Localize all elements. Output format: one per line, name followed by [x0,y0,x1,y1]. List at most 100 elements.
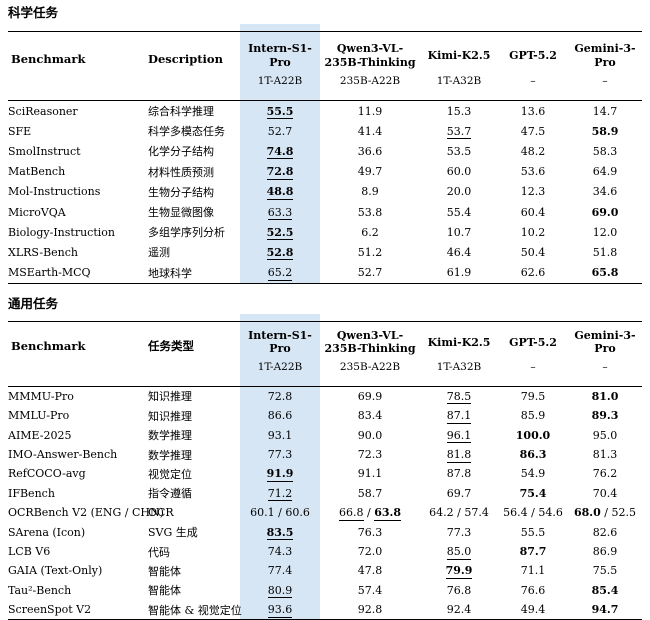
benchmark-name-cell: GAIA (Text-Only) [8,561,143,580]
table-row: OCRBench V2 (ENG / CHN) OCR 60.1 / 60.6 66.… [8,503,642,522]
score-cell: 60.4 [498,202,568,222]
score-value: 85.4 [591,583,619,597]
score-value: 91.1 [357,467,383,481]
score-value: 55.5 [520,525,546,539]
score-cell: 41.4 [320,121,420,141]
score-cell: 100.0 [498,425,568,444]
task-type-cell: 材料性质预测 [143,162,240,182]
table-row: SArena (Icon) SVG 生成 83.5 76.3 77.3 55.5 82.6 [8,522,642,541]
score-value: MSEarth-MCQ [8,266,91,280]
score-cell: 74.8 [240,141,320,161]
score-cell: 72.8 [240,162,320,182]
column-header-cell: Qwen3-VL-235B-Thinking 235B-A22B [320,321,420,386]
table-row: AIME-2025 数学推理 93.1 90.0 96.1 100.0 95.0 [8,425,642,444]
header-row: Benchmark 任务类型 Intern-S1-Pro 1T-A22B Qwen3… [8,321,642,386]
score-cell: 78.5 [420,386,498,406]
score-cell: 95.0 [568,425,642,444]
score-cell: 58.7 [320,484,420,503]
score-value: 69.7 [446,486,472,500]
benchmark-name-cell: SArena (Icon) [8,522,143,541]
score-value: 71.1 [520,564,546,578]
task-type-cell: 指令遵循 [143,484,240,503]
score-cell: 51.8 [568,242,642,262]
benchmark-name-cell: SFE [8,121,143,141]
score-cell: 83.5 [240,522,320,541]
score-value: 93.6 [267,603,293,618]
column-header-sublabel: – [602,75,608,87]
score-cell: 58.9 [568,121,642,141]
score-value: MatBench [8,165,66,179]
score-cell: 72.8 [240,386,320,406]
score-cell: 80.9 [240,581,320,600]
score-value: 材料性质预测 [148,165,214,179]
score-cell: 52.5 [240,222,320,242]
score-value: ScreenSpot V2 [8,603,92,617]
score-value: 85.9 [520,409,546,423]
task-type-cell: 地球科学 [143,263,240,284]
score-cell: 79.9 [420,561,498,580]
benchmark-name-cell: IFBench [8,484,143,503]
table-row: IMO-Answer-Bench 数学推理 77.3 72.3 81.8 86.3 81.3 [8,445,642,464]
score-value: 71.2 [267,486,293,502]
benchmark-name-cell: MMLU-Pro [8,406,143,425]
score-cell: 55.5 [498,522,568,541]
column-header-cell: Intern-S1-Pro 1T-A22B [240,32,320,101]
score-cell: 55.5 [240,101,320,122]
benchmark-name-cell: LCB V6 [8,542,143,561]
score-cell: 60.0 [420,162,498,182]
score-value: 34.6 [592,185,618,199]
score-cell: 86.9 [568,542,642,561]
score-cell: 53.8 [320,202,420,222]
score-cell: 11.9 [320,101,420,122]
score-value: 56.4 / 54.6 [503,506,563,520]
column-header-label: Qwen3-VL-235B-Thinking [324,42,416,69]
score-value: 63.8 [374,506,401,521]
score-cell: 55.4 [420,202,498,222]
score-cell: 65.8 [568,263,642,284]
column-header-sublabel: – [530,360,536,373]
score-value: 多组学序列分析 [148,226,225,240]
score-cell: 77.3 [240,445,320,464]
score-value: 48.8 [266,185,294,200]
score-value: 74.8 [266,144,294,160]
score-cell: 10.7 [420,222,498,242]
task-type-cell: 智能体 [143,561,240,580]
score-cell: 34.6 [568,182,642,202]
score-value: 14.7 [592,104,618,118]
score-cell: 8.9 [320,182,420,202]
column-header-sublabel: 1T-A32B [436,75,482,87]
table-row: GAIA (Text-Only) 智能体 77.4 47.8 79.9 71.1 75.5 [8,561,642,580]
column-header-label: Intern-S1-Pro [248,329,312,356]
score-value: 视觉定位 [148,467,192,481]
task-type-cell: 综合科学推理 [143,101,240,122]
score-cell: 69.0 [568,202,642,222]
score-cell: 54.9 [498,464,568,483]
score-value: 74.3 [267,545,293,558]
benchmark-name-cell: RefCOCO-avg [8,464,143,483]
score-value: 遥测 [148,246,170,260]
score-cell: 71.2 [240,484,320,503]
score-value: 代码 [148,545,170,559]
score-value: SArena (Icon) [8,525,86,539]
score-cell: 74.3 [240,542,320,561]
benchmark-name-cell: XLRS-Bench [8,242,143,262]
score-value: 60.4 [520,205,546,219]
score-cell: 57.4 [320,581,420,600]
column-header-sublabel: 1T-A22B [257,75,303,87]
score-value: 91.9 [266,467,294,482]
score-cell: 60.1 / 60.6 [240,503,320,522]
score-cell: 93.1 [240,425,320,444]
score-cell: 52.8 [240,242,320,262]
score-value: 53.8 [357,205,383,219]
score-value: / 52.5 [600,506,636,520]
column-header-label: Description [148,52,223,67]
column-header-sublabel: – [530,75,536,87]
task-type-cell: 代码 [143,542,240,561]
column-header-cell: GPT-5.2 – [498,321,568,386]
score-value: 64.2 / 57.4 [429,506,489,520]
table-row: MatBench 材料性质预测 72.8 49.7 60.0 53.6 64.9 [8,162,642,182]
score-cell: 91.9 [240,464,320,483]
score-cell: 53.6 [498,162,568,182]
task-type-cell: SVG 生成 [143,522,240,541]
